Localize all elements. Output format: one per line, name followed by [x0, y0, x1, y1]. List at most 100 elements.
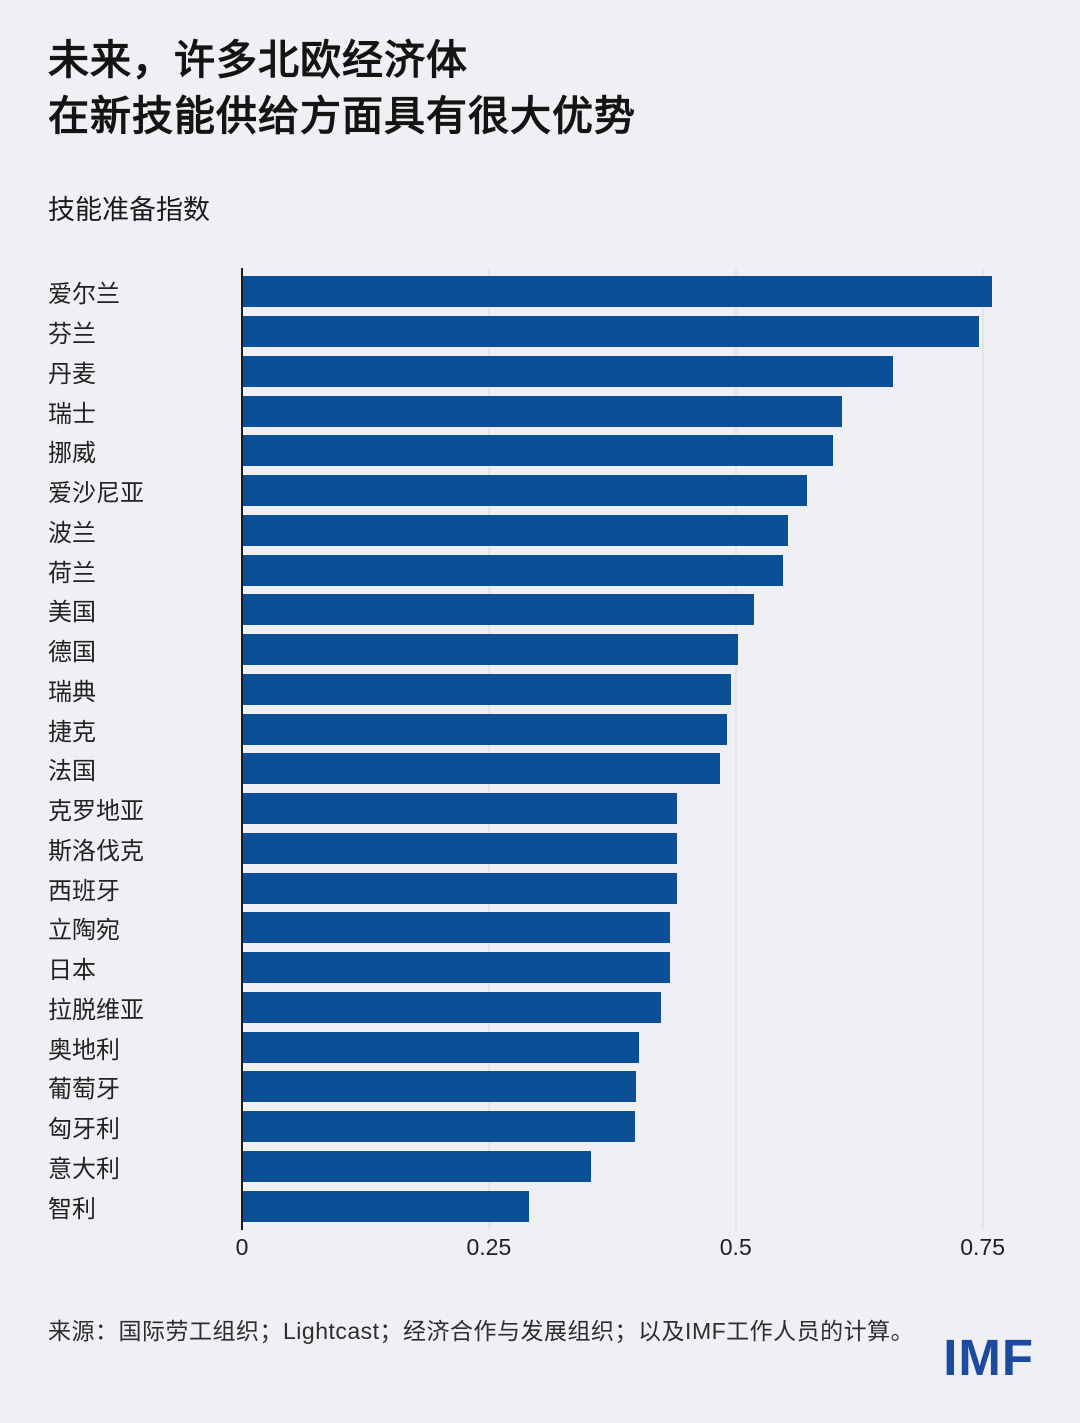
- chart-subtitle: 技能准备指数: [48, 195, 210, 225]
- chart-row: 立陶宛: [48, 908, 1032, 948]
- country-label: 丹麦: [48, 360, 96, 388]
- chart-row: 法国: [48, 749, 1032, 789]
- country-label: 瑞典: [48, 678, 96, 706]
- bar: [242, 991, 661, 1023]
- bar-track: [242, 395, 1032, 427]
- bar-track: [242, 1190, 1032, 1222]
- bar: [242, 793, 677, 825]
- country-label: 葡萄牙: [48, 1076, 120, 1104]
- country-label: 德国: [48, 639, 96, 667]
- chart-row: 芬兰: [48, 312, 1032, 352]
- country-label: 爱沙尼亚: [48, 480, 144, 508]
- bar: [242, 1150, 591, 1182]
- gridline: [487, 268, 490, 1230]
- x-tick-label: 0.75: [960, 1234, 1006, 1260]
- bar: [242, 395, 843, 427]
- chart-row: 瑞典: [48, 670, 1032, 710]
- x-tick-label: 0: [235, 1234, 249, 1260]
- country-label: 奥地利: [48, 1036, 120, 1064]
- bar-track: [242, 832, 1032, 864]
- bar: [242, 1031, 639, 1063]
- chart-row: 美国: [48, 590, 1032, 630]
- chart-row: 斯洛伐克: [48, 829, 1032, 869]
- bar-track: [242, 355, 1032, 387]
- y-axis-line: [240, 268, 243, 1230]
- bar-track: [242, 1111, 1032, 1143]
- bar-chart: 爱尔兰芬兰丹麦瑞士挪威爱沙尼亚波兰荷兰美国德国瑞典捷克法国克罗地亚斯洛伐克西班牙…: [48, 268, 1032, 1260]
- chart-row: 挪威: [48, 431, 1032, 471]
- country-label: 挪威: [48, 440, 96, 468]
- country-label: 西班牙: [48, 877, 120, 905]
- bar: [242, 514, 789, 546]
- country-label: 立陶宛: [48, 917, 120, 945]
- source-note: 来源：国际劳工组织；Lightcast；经济合作与发展组织；以及IMF工作人员的…: [48, 1318, 915, 1344]
- bar: [242, 1190, 530, 1222]
- country-label: 匈牙利: [48, 1116, 120, 1144]
- bar: [242, 952, 670, 984]
- country-label: 智利: [48, 1195, 96, 1223]
- bar: [242, 872, 677, 904]
- bar-track: [242, 991, 1032, 1023]
- country-label: 捷克: [48, 718, 96, 746]
- imf-logo: IMF: [943, 1329, 1034, 1386]
- bar-track: [242, 793, 1032, 825]
- bar-track: [242, 435, 1032, 467]
- x-tick-label: 0.5: [719, 1234, 752, 1260]
- bar: [242, 355, 893, 387]
- bar-track: [242, 594, 1032, 626]
- chart-row: 奥地利: [48, 1027, 1032, 1067]
- bar: [242, 1111, 636, 1143]
- chart-row: 智利: [48, 1186, 1032, 1226]
- chart-row: 荷兰: [48, 550, 1032, 590]
- chart-row: 克罗地亚: [48, 789, 1032, 829]
- page-title: 未来，许多北欧经济体 在新技能供给方面具有很大优势: [48, 32, 636, 144]
- chart-row: 拉脱维亚: [48, 988, 1032, 1028]
- bar-track: [242, 673, 1032, 705]
- country-label: 法国: [48, 758, 96, 786]
- x-tick-label: 0.25: [466, 1234, 512, 1260]
- bar-track: [242, 514, 1032, 546]
- chart-row: 瑞士: [48, 391, 1032, 431]
- country-label: 美国: [48, 599, 96, 627]
- chart-row: 意大利: [48, 1147, 1032, 1187]
- gridlines: [242, 268, 1032, 1230]
- country-label: 波兰: [48, 519, 96, 547]
- bar-track: [242, 554, 1032, 586]
- chart-row: 丹麦: [48, 352, 1032, 392]
- chart-row: 爱尔兰: [48, 272, 1032, 312]
- country-label: 斯洛伐克: [48, 837, 144, 865]
- bar: [242, 912, 670, 944]
- bar-track: [242, 276, 1032, 308]
- chart-row: 日本: [48, 948, 1032, 988]
- bar: [242, 316, 979, 348]
- bar: [242, 753, 720, 785]
- chart-row: 西班牙: [48, 868, 1032, 908]
- bar-track: [242, 872, 1032, 904]
- chart-row: 捷克: [48, 709, 1032, 749]
- bar-track: [242, 316, 1032, 348]
- bar-track: [242, 912, 1032, 944]
- bar-track: [242, 634, 1032, 666]
- bar: [242, 554, 784, 586]
- bar: [242, 435, 833, 467]
- country-label: 芬兰: [48, 321, 96, 349]
- country-label: 爱尔兰: [48, 281, 120, 309]
- bar: [242, 673, 731, 705]
- country-label: 拉脱维亚: [48, 996, 144, 1024]
- bar-track: [242, 475, 1032, 507]
- bar: [242, 475, 807, 507]
- bar: [242, 713, 727, 745]
- chart-rows: 爱尔兰芬兰丹麦瑞士挪威爱沙尼亚波兰荷兰美国德国瑞典捷克法国克罗地亚斯洛伐克西班牙…: [48, 272, 1032, 1226]
- country-label: 克罗地亚: [48, 798, 144, 826]
- bar: [242, 832, 677, 864]
- bar-track: [242, 1071, 1032, 1103]
- bar-track: [242, 753, 1032, 785]
- country-label: 瑞士: [48, 400, 96, 428]
- gridline: [734, 268, 737, 1230]
- page-title-line2: 在新技能供给方面具有很大优势: [48, 93, 636, 139]
- bar: [242, 594, 754, 626]
- gridline: [981, 268, 984, 1230]
- chart-row: 匈牙利: [48, 1107, 1032, 1147]
- x-axis-ticks: 0 0.25 0.5 0.75: [236, 1234, 1032, 1268]
